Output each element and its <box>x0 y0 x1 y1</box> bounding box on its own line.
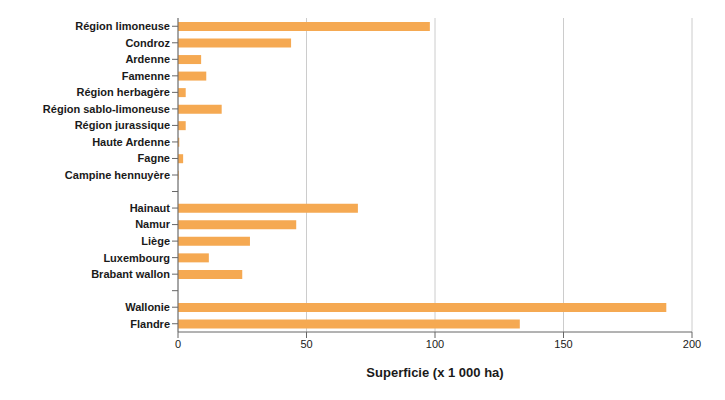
svg-text:Région jurassique: Région jurassique <box>75 119 170 131</box>
svg-text:0: 0 <box>175 338 181 350</box>
svg-text:Superficie (x 1 000 ha): Superficie (x 1 000 ha) <box>366 365 503 380</box>
svg-text:50: 50 <box>300 338 312 350</box>
svg-text:Namur: Namur <box>135 218 171 230</box>
svg-text:150: 150 <box>554 338 572 350</box>
svg-text:Région sablo-limoneuse: Région sablo-limoneuse <box>43 103 170 115</box>
svg-text:Fagne: Fagne <box>138 152 170 164</box>
svg-text:Liège: Liège <box>141 235 170 247</box>
svg-text:Région herbagère: Région herbagère <box>76 86 170 98</box>
svg-text:Ardenne: Ardenne <box>125 53 170 65</box>
svg-text:Campine hennuyère: Campine hennuyère <box>65 169 170 181</box>
svg-text:Haute Ardenne: Haute Ardenne <box>92 136 170 148</box>
svg-text:Brabant wallon: Brabant wallon <box>91 268 170 280</box>
svg-text:Flandre: Flandre <box>130 318 170 330</box>
svg-text:Wallonie: Wallonie <box>125 301 170 313</box>
svg-text:Condroz: Condroz <box>125 37 170 49</box>
svg-text:Luxembourg: Luxembourg <box>103 252 170 264</box>
svg-text:100: 100 <box>426 338 444 350</box>
svg-text:200: 200 <box>683 338 701 350</box>
svg-text:Région limoneuse: Région limoneuse <box>75 20 170 32</box>
svg-text:Hainaut: Hainaut <box>130 202 171 214</box>
svg-text:Famenne: Famenne <box>122 70 170 82</box>
